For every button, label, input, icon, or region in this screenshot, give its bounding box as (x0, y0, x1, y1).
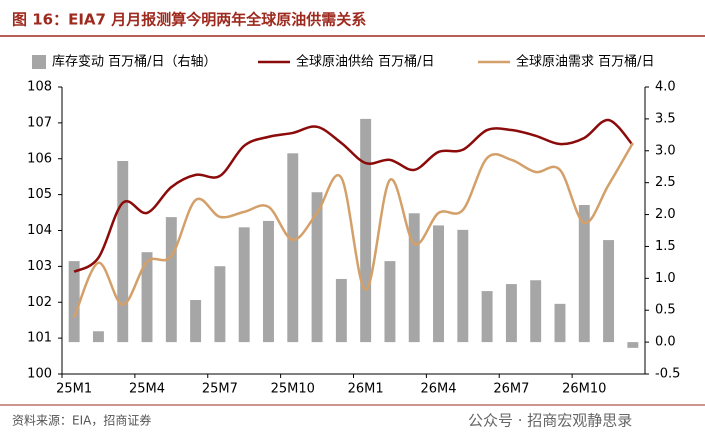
y2-tick-label: 0.5 (655, 303, 676, 318)
y2-tick-label: -0.5 (655, 367, 680, 382)
bar (141, 252, 153, 343)
y-tick-label: 100 (27, 367, 52, 382)
bar (578, 204, 590, 343)
bar (68, 261, 80, 343)
bar (554, 303, 566, 343)
bar (481, 291, 493, 343)
x-tick-label: 26M4 (421, 382, 457, 397)
bar (627, 342, 639, 348)
y2-tick-label: 1.5 (655, 239, 676, 254)
y-tick-label: 105 (27, 187, 52, 202)
y-tick-label: 102 (27, 295, 52, 310)
line (72, 142, 634, 319)
y-tick-label: 108 (27, 80, 52, 95)
bar (92, 331, 104, 343)
x-tick-label: 25M1 (56, 382, 92, 397)
legend-swatch (32, 55, 46, 69)
line (73, 118, 634, 273)
y2-tick-label: 0.0 (655, 335, 676, 350)
bar (117, 160, 129, 343)
legend-label: 全球原油需求 百万桶/日 (516, 54, 655, 70)
y2-tick-label: 1.0 (655, 271, 676, 286)
legend-label: 全球原油供给 百万桶/日 (296, 54, 435, 70)
bar (603, 240, 615, 343)
y2-tick-label: 3.0 (655, 143, 676, 158)
source: 资料来源：EIA，招商证券 (12, 413, 151, 428)
y-tick-label: 104 (27, 223, 52, 238)
watermark: 公众号 · 招商宏观静思录 (468, 412, 632, 430)
x-tick-label: 25M4 (129, 382, 165, 397)
bar (165, 217, 177, 343)
bar (408, 213, 420, 343)
chart-title: 图 16：EIA7 月月报测算今明两年全球原油供需关系 (12, 11, 366, 29)
bar (311, 192, 323, 343)
y2-tick-label: 2.5 (655, 175, 676, 190)
bar (505, 284, 517, 343)
y2-tick-label: 2.0 (655, 207, 676, 222)
bar (238, 227, 250, 343)
y-tick-label: 103 (27, 259, 52, 274)
bar (530, 280, 542, 343)
x-tick-label: 25M7 (202, 382, 238, 397)
legend-label: 库存变动 百万桶/日（右轴） (52, 54, 217, 70)
y-tick-label: 101 (27, 331, 52, 346)
y2-tick-label: 3.5 (655, 111, 676, 126)
bar (457, 229, 469, 343)
x-tick-label: 26M10 (562, 382, 606, 397)
x-tick-label: 26M1 (348, 382, 384, 397)
bar (433, 225, 444, 343)
bar (335, 278, 347, 343)
x-tick-label: 25M10 (271, 382, 315, 397)
x-tick-label: 26M7 (493, 382, 529, 397)
y-tick-label: 106 (27, 151, 52, 166)
y-tick-label: 107 (27, 115, 52, 130)
bar (360, 118, 372, 343)
bar (287, 153, 299, 343)
bar (263, 220, 274, 343)
bar (190, 300, 202, 343)
y2-tick-label: 4.0 (655, 80, 676, 95)
bar (214, 266, 226, 343)
bar (384, 261, 396, 343)
